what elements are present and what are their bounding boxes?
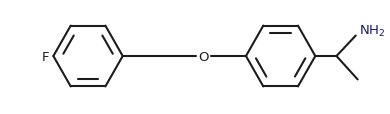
Text: NH$_2$: NH$_2$ [359,24,385,39]
Text: O: O [199,50,209,63]
Text: F: F [42,50,50,63]
